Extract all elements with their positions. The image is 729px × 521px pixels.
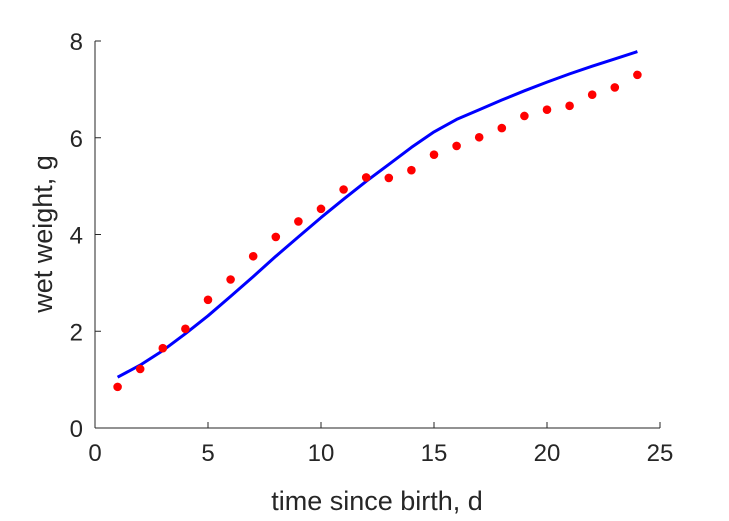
y-tick-label: 2 [70, 319, 83, 346]
data-point [497, 123, 507, 133]
data-point [339, 185, 348, 194]
y-axis-title: wet weight, g [28, 155, 58, 314]
data-point [158, 343, 168, 353]
y-tick-label: 8 [70, 29, 83, 56]
data-point [633, 70, 642, 80]
x-tick-label: 5 [201, 440, 214, 467]
data-point [407, 165, 416, 175]
data-point [248, 251, 258, 261]
x-tick-label: 20 [534, 440, 561, 467]
y-tick-label: 6 [70, 126, 83, 153]
data-point [203, 295, 213, 305]
data-point [181, 324, 190, 334]
y-tick-label: 4 [70, 223, 83, 250]
x-tick-label: 0 [88, 440, 101, 467]
data-point [294, 217, 303, 226]
data-point [113, 382, 122, 392]
tick-labels-layer: 0 5 10 15 20 25 0 2 4 6 8 [70, 29, 674, 467]
data-point [135, 364, 145, 374]
data-point [610, 83, 620, 92]
data-point [316, 204, 326, 214]
x-tick-label: 15 [421, 440, 448, 467]
x-axis-title: time since birth, d [271, 486, 483, 516]
fit-curve-line [116, 50, 638, 379]
data-point [520, 111, 529, 121]
axes [94, 40, 661, 429]
x-tick-label: 25 [647, 440, 674, 467]
data-point [271, 232, 281, 242]
data-point [384, 173, 394, 183]
data-points-layer [113, 70, 642, 392]
data-point [429, 150, 439, 159]
x-tick-label: 10 [308, 440, 335, 467]
data-point [565, 101, 574, 111]
fit-curve-layer [116, 50, 638, 379]
data-point [452, 141, 461, 151]
data-point [542, 105, 552, 114]
data-point [361, 173, 371, 182]
data-point [226, 275, 235, 284]
data-point [587, 90, 597, 99]
data-point [474, 132, 484, 142]
y-tick-label: 0 [70, 416, 83, 443]
